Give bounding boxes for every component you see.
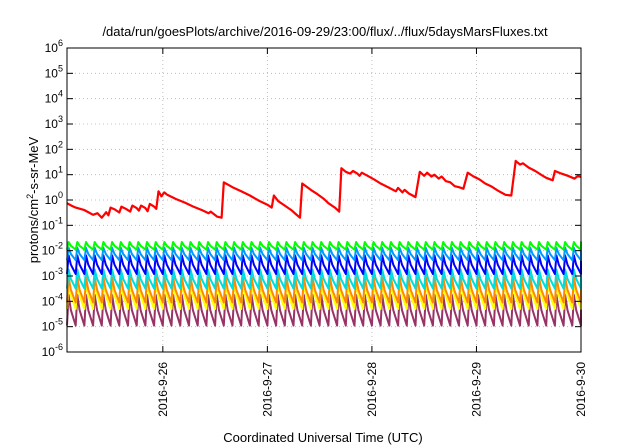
y-tick-label: 10-6 <box>42 342 63 359</box>
x-tick-label: 2016-9-30 <box>574 362 588 417</box>
y-tick-exponent: -4 <box>55 291 63 301</box>
y-tick-base: 10 <box>42 244 56 258</box>
x-axis-label: Coordinated Universal Time (UTC) <box>223 430 422 445</box>
y-tick-exponent: -2 <box>55 241 63 251</box>
chart-title: /data/run/goesPlots/archive/2016-09-29/2… <box>102 24 548 39</box>
y-tick-label: 106 <box>45 38 63 55</box>
x-tick-label: 2016-9-28 <box>365 362 379 417</box>
series-line-8 <box>66 293 582 327</box>
series-line-3 <box>66 246 582 262</box>
y-axis-ticks: 10-610-510-410-310-210-11001011021031041… <box>42 38 581 359</box>
series-line-7 <box>66 280 582 310</box>
y-tick-exponent: 4 <box>58 89 63 99</box>
series-line-1 <box>66 159 582 219</box>
x-axis-ticks: 2016-9-26 2016-9-27 2016-9-28 2016-9-29 2016… <box>156 48 588 417</box>
y-tick-base: 10 <box>42 320 56 334</box>
y-tick-exponent: -6 <box>55 342 63 352</box>
y-axis-label-pre: protons/cm <box>26 199 41 263</box>
y-tick-exponent: -5 <box>55 317 63 327</box>
y-tick-base: 10 <box>45 142 59 156</box>
series-line-5 <box>66 268 582 290</box>
series-group <box>66 159 582 327</box>
y-tick-exponent: 0 <box>58 190 63 200</box>
y-tick-exponent: -3 <box>55 266 63 276</box>
series-line-4 <box>66 254 582 275</box>
y-tick-base: 10 <box>42 294 56 308</box>
y-tick-label: 105 <box>45 63 63 80</box>
y-tick-label: 103 <box>45 114 63 131</box>
y-tick-exponent: -1 <box>55 215 63 225</box>
y-axis-label-sup: 2 <box>25 194 35 199</box>
y-tick-label: 101 <box>45 165 63 182</box>
x-tick-label: 2016-9-26 <box>156 362 170 417</box>
y-tick-base: 10 <box>45 193 59 207</box>
x-tick-label: 2016-9-29 <box>469 362 483 417</box>
y-tick-base: 10 <box>45 41 59 55</box>
y-tick-base: 10 <box>45 92 59 106</box>
y-tick-label: 10-2 <box>42 241 63 258</box>
y-tick-label: 104 <box>45 89 63 106</box>
y-tick-base: 10 <box>45 117 59 131</box>
y-tick-base: 10 <box>42 269 56 283</box>
y-tick-base: 10 <box>42 218 56 232</box>
y-tick-label: 100 <box>45 190 63 207</box>
series-line-6 <box>66 276 582 304</box>
y-tick-base: 10 <box>45 168 59 182</box>
y-tick-label: 10-4 <box>42 291 63 308</box>
y-tick-base: 10 <box>42 345 56 359</box>
series-line-2 <box>66 241 582 251</box>
y-tick-base: 10 <box>45 66 59 80</box>
y-tick-label: 10-5 <box>42 317 63 334</box>
y-axis-label-post: -s-sr-MeV <box>26 136 41 193</box>
y-axis-label: protons/cm2-s-sr-MeV <box>25 136 41 263</box>
x-tick-label: 2016-9-27 <box>260 362 274 417</box>
y-tick-exponent: 1 <box>58 165 63 175</box>
y-tick-exponent: 3 <box>58 114 63 124</box>
y-tick-label: 10-3 <box>42 266 63 283</box>
y-tick-exponent: 6 <box>58 38 63 48</box>
y-tick-exponent: 2 <box>58 139 63 149</box>
y-tick-exponent: 5 <box>58 63 63 73</box>
y-tick-label: 102 <box>45 139 63 156</box>
y-tick-label: 10-1 <box>42 215 63 232</box>
